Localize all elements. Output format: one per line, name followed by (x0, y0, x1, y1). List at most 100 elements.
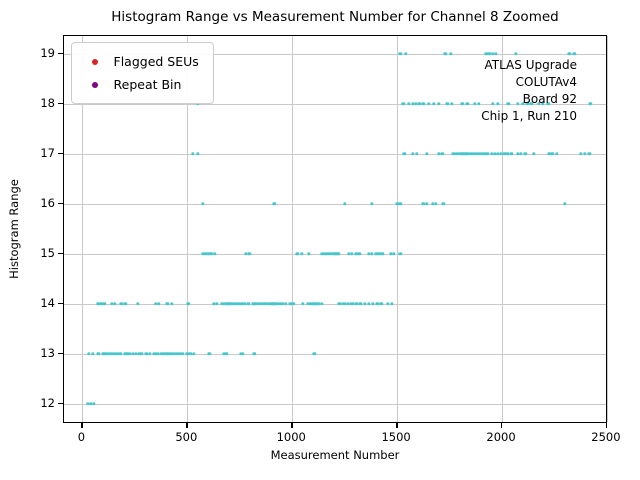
data-point (513, 52, 518, 56)
data-point (354, 302, 358, 306)
data-point (157, 302, 161, 306)
data-point (276, 302, 281, 306)
data-point (490, 52, 495, 56)
data-point (421, 202, 426, 206)
data-point (587, 152, 591, 156)
data-point (136, 302, 140, 306)
data-point (472, 152, 476, 156)
data-point (307, 252, 311, 256)
data-point (502, 152, 506, 156)
data-point (370, 202, 374, 206)
data-point (125, 352, 130, 356)
data-point (201, 202, 205, 206)
y-tick-label: 17 (40, 146, 55, 160)
legend-marker-icon (91, 81, 98, 88)
data-point (395, 202, 399, 206)
data-point (201, 252, 205, 256)
data-point (191, 352, 196, 356)
data-point (295, 252, 300, 256)
data-point (127, 352, 132, 356)
data-point (203, 252, 207, 256)
data-point (406, 102, 411, 106)
data-point (588, 102, 592, 106)
data-point (453, 152, 457, 156)
data-point (168, 352, 173, 356)
x-gridline (187, 36, 189, 422)
y-tick-mark (57, 353, 63, 355)
data-point (107, 352, 112, 356)
data-point (421, 102, 426, 106)
data-point (102, 302, 107, 306)
data-point (490, 102, 495, 106)
y-tick-label: 16 (40, 196, 55, 210)
data-point (377, 252, 381, 256)
data-point (110, 352, 114, 356)
data-point (346, 302, 350, 306)
data-point (190, 152, 195, 156)
data-point (113, 302, 117, 306)
data-point (207, 352, 212, 356)
data-point (390, 302, 394, 306)
data-point (554, 152, 559, 156)
plot-area: Flagged SEUs Repeat Bin ATLAS Upgrade COLU… (62, 35, 608, 423)
data-point (519, 152, 523, 156)
data-point (144, 352, 149, 356)
data-point (230, 302, 235, 306)
data-point (379, 302, 384, 306)
data-point (321, 252, 326, 256)
data-point (362, 302, 367, 306)
data-point (310, 302, 314, 306)
data-point (222, 352, 226, 356)
data-point (357, 252, 362, 256)
data-point (367, 252, 371, 256)
data-point (449, 102, 454, 106)
x-tick-mark (396, 423, 398, 428)
data-point (437, 152, 441, 156)
y-tick-label: 12 (40, 396, 55, 410)
data-point (398, 52, 402, 56)
y-tick-mark (57, 53, 63, 55)
data-point (284, 302, 288, 306)
x-tick-label: 1000 (276, 430, 306, 444)
data-point (99, 302, 103, 306)
data-point (244, 252, 248, 256)
data-point (166, 352, 171, 356)
data-point (474, 152, 478, 156)
data-point (484, 52, 488, 56)
data-point (370, 252, 374, 256)
annotation-line: Board 92 (522, 92, 577, 106)
data-point (398, 202, 402, 206)
data-point (385, 302, 390, 306)
data-point (134, 352, 138, 356)
data-point (537, 102, 541, 106)
data-point (241, 352, 245, 356)
data-point (224, 352, 228, 356)
data-point (441, 202, 445, 206)
data-point (308, 302, 312, 306)
data-point (465, 102, 470, 106)
data-point (367, 302, 371, 306)
legend-item: Repeat Bin (82, 73, 199, 96)
data-point (401, 102, 406, 106)
data-point (105, 352, 110, 356)
data-point (246, 302, 250, 306)
data-point (572, 52, 577, 56)
data-point (272, 202, 277, 206)
data-point (473, 102, 477, 106)
data-point (448, 52, 453, 56)
data-point (234, 302, 239, 306)
y-axis-label: Histogram Range (7, 179, 21, 279)
data-point (243, 302, 247, 306)
data-point (337, 302, 342, 306)
data-point (188, 352, 193, 356)
data-point (316, 302, 321, 306)
data-point (253, 302, 258, 306)
x-tick-mark (291, 423, 293, 428)
x-gridline (292, 36, 294, 422)
legend-item: Flagged SEUs (82, 50, 199, 73)
data-point (389, 252, 393, 256)
data-point (478, 152, 482, 156)
data-point (319, 252, 324, 256)
data-point (489, 152, 494, 156)
x-tick-mark (605, 423, 608, 428)
